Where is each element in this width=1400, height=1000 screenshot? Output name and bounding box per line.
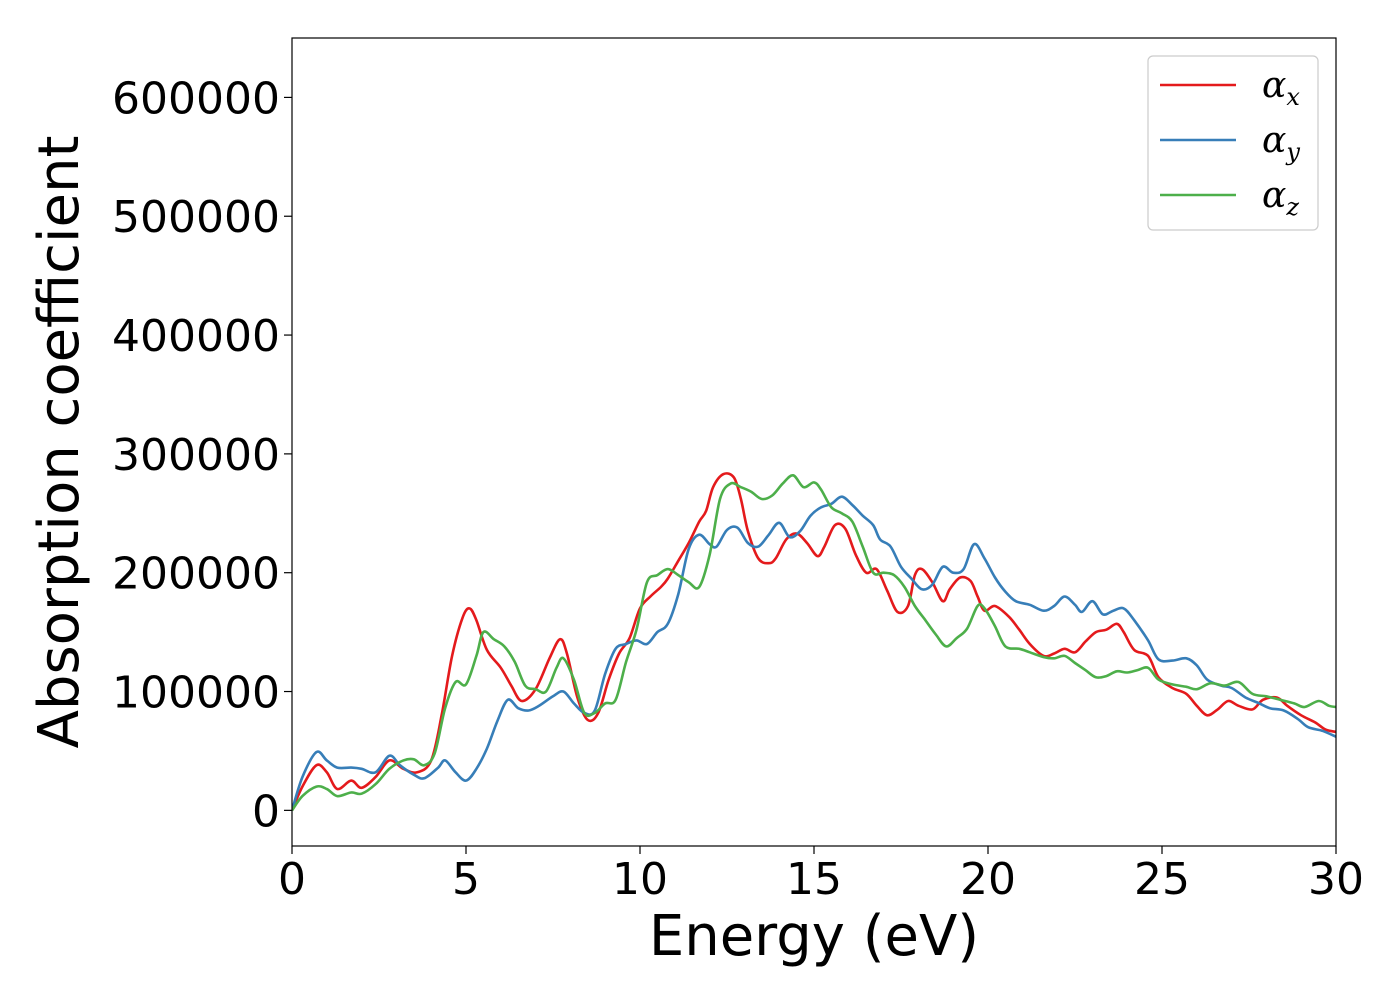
legend-label: α: [1262, 175, 1286, 216]
y-tick-label: 500000: [112, 192, 280, 243]
legend-subscript: z: [1285, 193, 1299, 221]
x-tick-label: 0: [278, 854, 306, 905]
x-tick-label: 30: [1308, 854, 1364, 905]
x-tick-label: 5: [452, 854, 480, 905]
x-tick-label: 10: [612, 854, 668, 905]
series-line-y: [292, 495, 1336, 811]
x-tick-label: 20: [960, 854, 1016, 905]
y-axis-title: Absorption coefficient: [27, 136, 92, 749]
x-tick-label: 15: [786, 854, 842, 905]
legend-entry-y: αy: [1262, 120, 1300, 166]
legend-label: α: [1262, 120, 1286, 161]
legend-box: [1147, 55, 1319, 231]
legend-label: α: [1262, 65, 1286, 106]
y-tick-label: 200000: [112, 549, 280, 600]
legend-subscript: y: [1285, 138, 1300, 166]
y-tick-label: 400000: [112, 311, 280, 362]
x-axis-title: Energy (eV): [649, 904, 979, 969]
x-tick-label: 25: [1134, 854, 1190, 905]
y-tick-label: 600000: [112, 73, 280, 124]
legend-subscript: x: [1286, 83, 1300, 111]
y-tick-label: 0: [252, 786, 280, 837]
legend-entry-x: αx: [1262, 65, 1300, 111]
y-tick-label: 100000: [112, 668, 280, 719]
series-layer: [292, 472, 1336, 812]
x-axis: 0 5 10 15 20 25 30: [278, 846, 1364, 905]
legend-entry-z: αz: [1262, 175, 1299, 221]
y-axis: 0 100000 200000 300000 400000 500000 600000: [112, 73, 292, 837]
y-tick-label: 300000: [112, 430, 280, 481]
series-line-z: [292, 473, 1336, 812]
